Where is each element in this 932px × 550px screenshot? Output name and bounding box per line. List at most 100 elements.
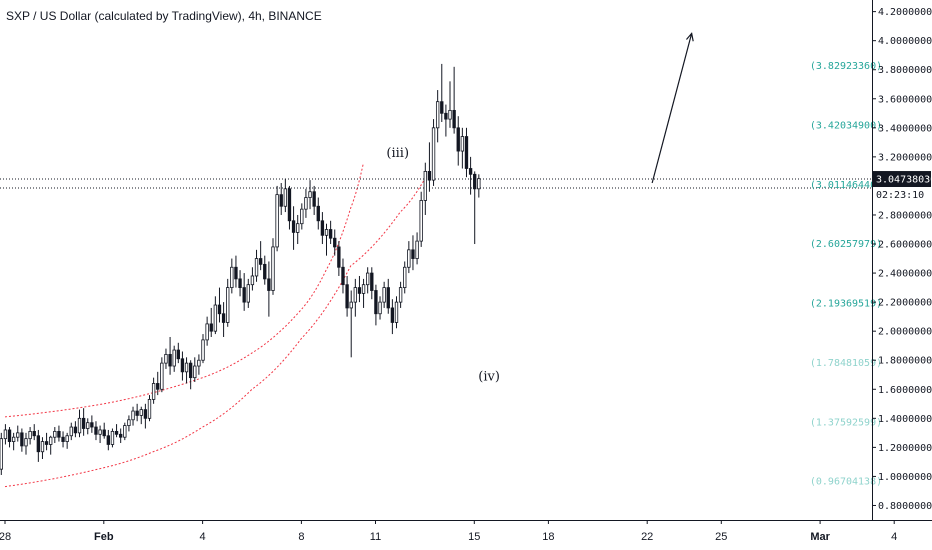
candle: [139, 406, 143, 425]
fib-level-label: (3.42034900): [810, 120, 882, 131]
candle-body: [184, 362, 189, 373]
candle: [242, 273, 246, 311]
candle: [403, 261, 407, 294]
candle: [180, 351, 185, 381]
candle-body: [131, 410, 135, 421]
candle-body: [300, 208, 304, 225]
candle-body: [226, 287, 230, 323]
candle: [135, 403, 139, 422]
candle: [201, 334, 205, 364]
candle-body: [324, 229, 329, 236]
candle: [197, 354, 201, 375]
candle: [345, 275, 349, 317]
candle: [349, 290, 353, 358]
candle-body: [353, 287, 358, 303]
y-tick-label: 1.80000000: [878, 356, 932, 367]
candle-body: [333, 237, 337, 248]
candle: [114, 424, 119, 438]
candle-body: [279, 194, 283, 207]
candle-body: [407, 249, 411, 268]
candle: [246, 278, 250, 308]
candle-body: [230, 266, 234, 288]
candle-body: [283, 188, 288, 207]
current-price-box: [873, 171, 931, 188]
candle: [473, 171, 477, 245]
candle-body: [188, 362, 193, 379]
candle: [184, 357, 189, 384]
y-tick-label: 3.80000000: [878, 65, 932, 76]
x-tick-label: 18: [542, 531, 554, 543]
candle: [226, 278, 230, 327]
candle: [448, 81, 452, 128]
candle: [40, 437, 45, 459]
candle: [411, 235, 415, 271]
candle-body: [139, 409, 143, 416]
candle-body: [176, 349, 180, 360]
candle-body: [94, 426, 98, 435]
candle-body: [477, 178, 481, 190]
candle-body: [7, 429, 12, 442]
candle-body: [415, 240, 419, 259]
candle: [0, 432, 3, 475]
candle-body: [304, 197, 308, 210]
candle-body: [193, 365, 197, 379]
candle: [205, 316, 209, 346]
candle: [394, 296, 399, 329]
y-tick-label: 3.40000000: [878, 123, 932, 134]
y-tick-label: 1.60000000: [878, 385, 932, 396]
y-tick-label: 2.40000000: [878, 269, 932, 280]
candle: [49, 435, 53, 455]
candle-body: [357, 287, 362, 294]
candle-body: [86, 422, 90, 429]
candle-body: [201, 339, 205, 361]
candle-body: [110, 430, 115, 445]
candle: [217, 287, 222, 323]
candle: [283, 178, 288, 213]
candle: [94, 421, 98, 441]
candle: [3, 424, 8, 445]
candle: [98, 425, 102, 444]
candle: [188, 360, 193, 390]
candle: [143, 403, 148, 429]
candle: [460, 127, 465, 169]
candle-body: [102, 429, 106, 437]
candle-body: [127, 419, 131, 426]
candle-body: [209, 323, 213, 332]
candle-body: [378, 301, 382, 315]
candle-body: [123, 425, 127, 438]
candle: [102, 422, 106, 439]
candle: [11, 432, 16, 451]
candle-body: [28, 430, 32, 440]
candle: [254, 249, 259, 282]
candle-body: [0, 438, 3, 470]
candle: [444, 104, 448, 137]
candle-body: [456, 127, 460, 152]
candle-body: [473, 173, 477, 190]
candle: [398, 281, 403, 308]
countdown-box: [873, 187, 931, 202]
candle: [123, 422, 127, 441]
candle-body: [81, 417, 86, 429]
candle-body: [119, 433, 123, 438]
wave-annotations: (iii)(iv)(v): [386, 32, 694, 385]
candle-body: [135, 410, 139, 416]
x-tick-label: 15: [468, 531, 480, 543]
candlestick-series: [0, 63, 481, 475]
candle-body: [73, 426, 78, 434]
candle-body: [448, 109, 452, 120]
candle-body: [32, 430, 36, 437]
candle-body: [156, 383, 160, 390]
fib-level-label: (1.37592599): [810, 417, 882, 428]
candle-body: [44, 441, 49, 445]
candle: [86, 418, 90, 435]
candle-body: [98, 429, 102, 435]
candle: [431, 119, 436, 186]
current-price-tag: 3.04738030 02:23:10: [873, 171, 932, 202]
candle-body: [180, 358, 185, 373]
candle-body: [197, 359, 201, 367]
y-tick-label: 2.80000000: [878, 210, 932, 221]
candle-body: [36, 435, 41, 453]
candle-body: [349, 301, 353, 309]
candle-body: [287, 188, 292, 222]
